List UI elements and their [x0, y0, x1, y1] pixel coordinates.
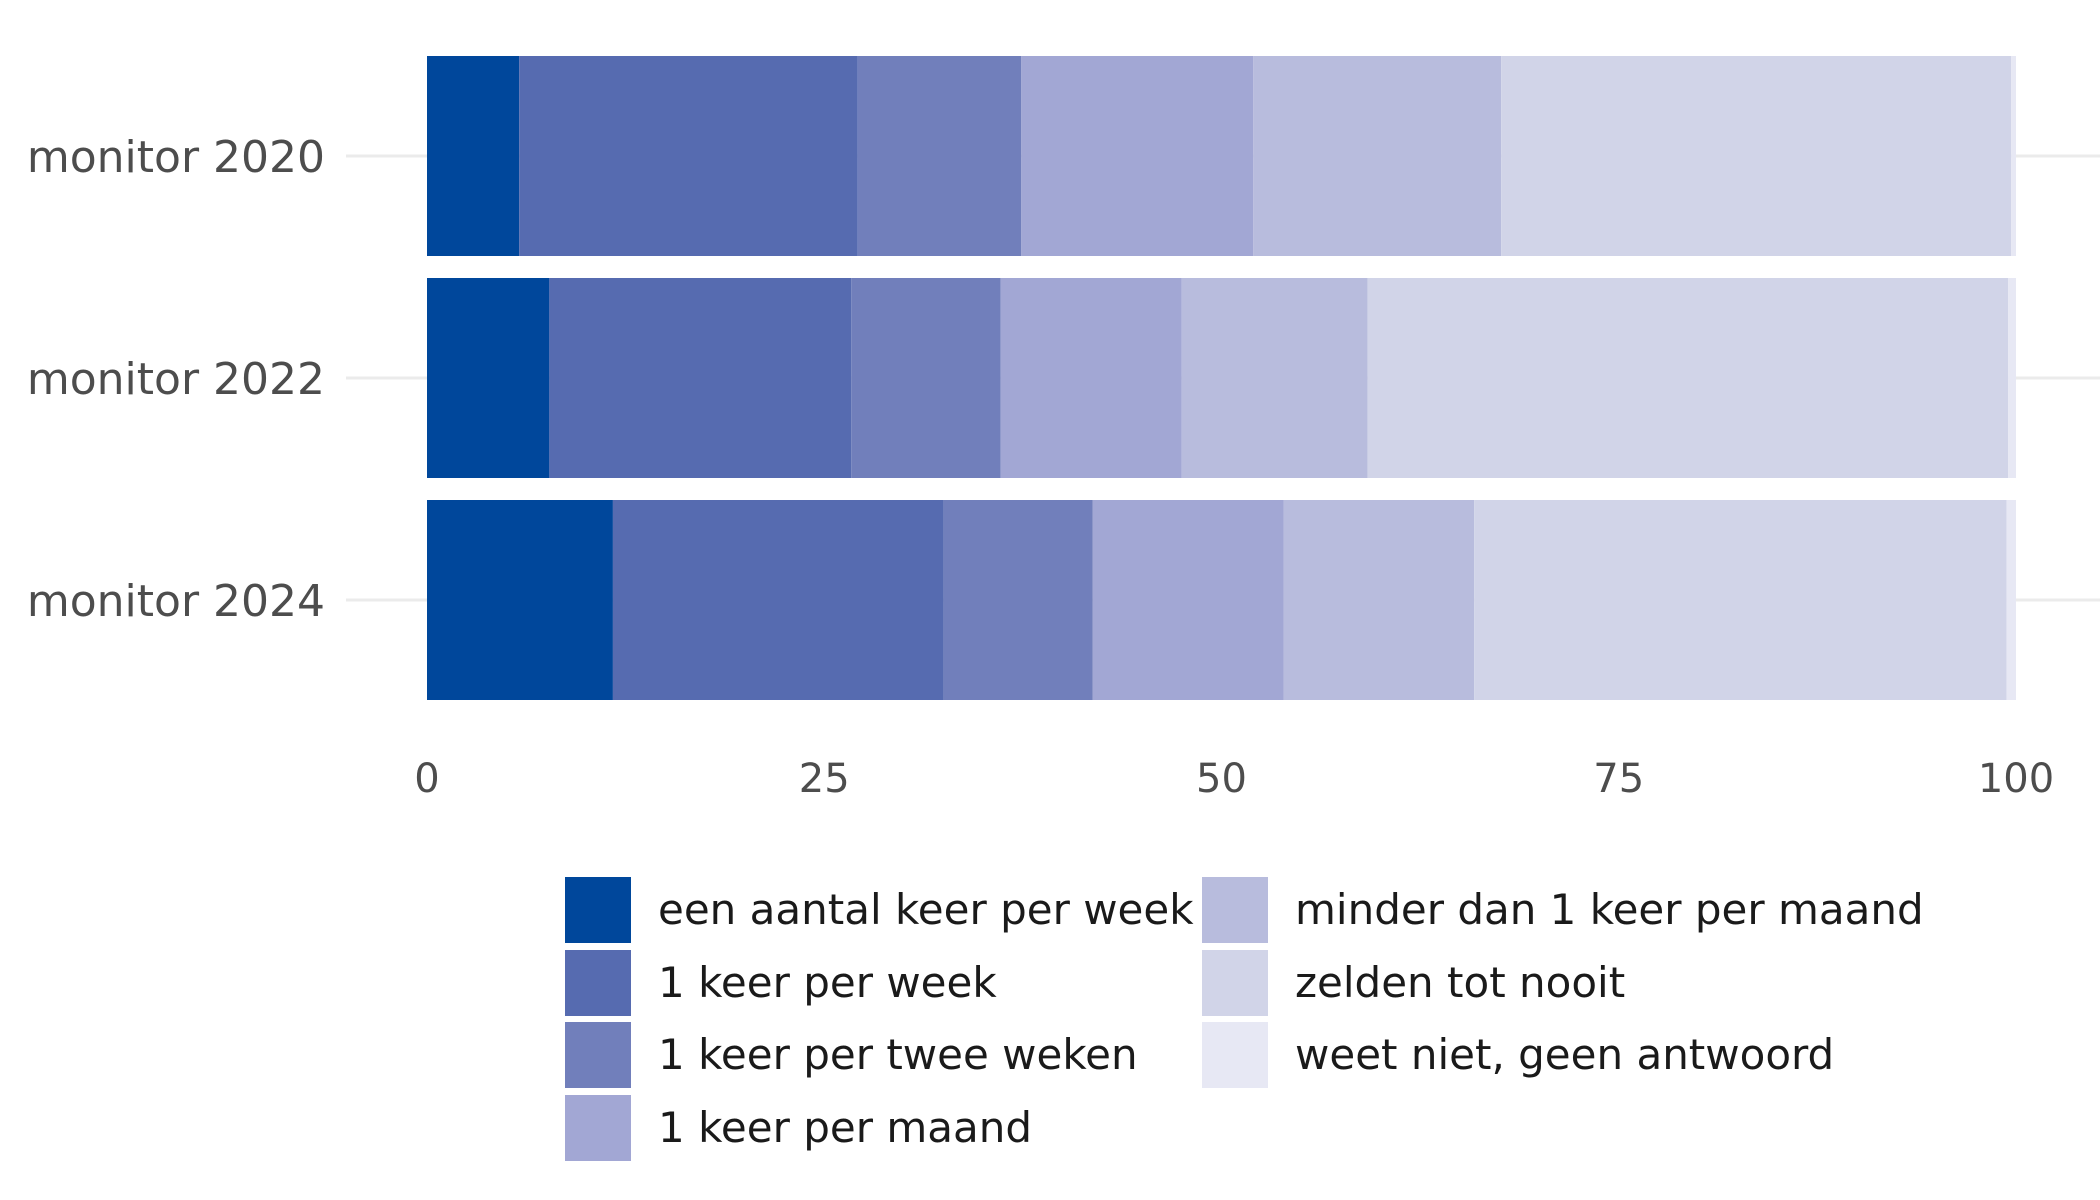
x-tick-label: 75 [1593, 756, 1644, 802]
bar-segment [2006, 500, 2016, 700]
bar-segment [1367, 278, 2009, 478]
bar-segment [427, 278, 550, 478]
category-labels: monitor 2020 monitor 2022 monitor 2024 [27, 132, 325, 627]
bar-segment [2011, 56, 2016, 256]
bar-segment [549, 278, 852, 478]
bar-segment [1501, 56, 2012, 256]
bar-segment [1474, 500, 2007, 700]
legend-label: weet niet, geen antwoord [1295, 1030, 1834, 1079]
legend-swatch [565, 877, 631, 943]
bar-segment [1000, 278, 1182, 478]
bar-segment [1181, 278, 1368, 478]
legend-label: een aantal keer per week [658, 885, 1194, 934]
bar-segment [427, 500, 613, 700]
category-label: monitor 2024 [27, 576, 325, 627]
legend-label: minder dan 1 keer per maand [1295, 885, 1924, 934]
legend-label: 1 keer per maand [658, 1103, 1032, 1152]
legend-swatch [1202, 950, 1268, 1016]
bar-segment [2008, 278, 2016, 478]
bar-segment [612, 500, 944, 700]
legend-swatch [565, 950, 631, 1016]
category-label: monitor 2022 [27, 354, 325, 405]
category-label: monitor 2020 [27, 132, 325, 183]
legend-swatch [1202, 877, 1268, 943]
bar-segment [857, 56, 1022, 256]
bar-segment [943, 500, 1093, 700]
bar-segment [851, 278, 1001, 478]
x-tick-label: 100 [1978, 756, 2054, 802]
bars [427, 56, 2016, 700]
legend-label: zelden tot nooit [1295, 958, 1625, 1007]
legend: een aantal keer per week 1 keer per week 1… [565, 877, 1924, 1161]
x-tick-label: 0 [414, 756, 439, 802]
legend-label: 1 keer per twee weken [658, 1030, 1138, 1079]
bar-segment [1253, 56, 1502, 256]
bar-segment [1021, 56, 1254, 256]
bar-segment [427, 56, 520, 256]
legend-swatch [565, 1095, 631, 1161]
legend-swatch [565, 1022, 631, 1088]
bar-segment [1092, 500, 1284, 700]
bar-segment [519, 56, 858, 256]
x-tick-label: 50 [1196, 756, 1247, 802]
x-axis-ticks: 0 25 50 75 100 [414, 756, 2054, 802]
legend-swatch [1202, 1022, 1268, 1088]
bar-segment [1283, 500, 1475, 700]
legend-label: 1 keer per week [658, 958, 997, 1007]
x-tick-label: 25 [799, 756, 850, 802]
